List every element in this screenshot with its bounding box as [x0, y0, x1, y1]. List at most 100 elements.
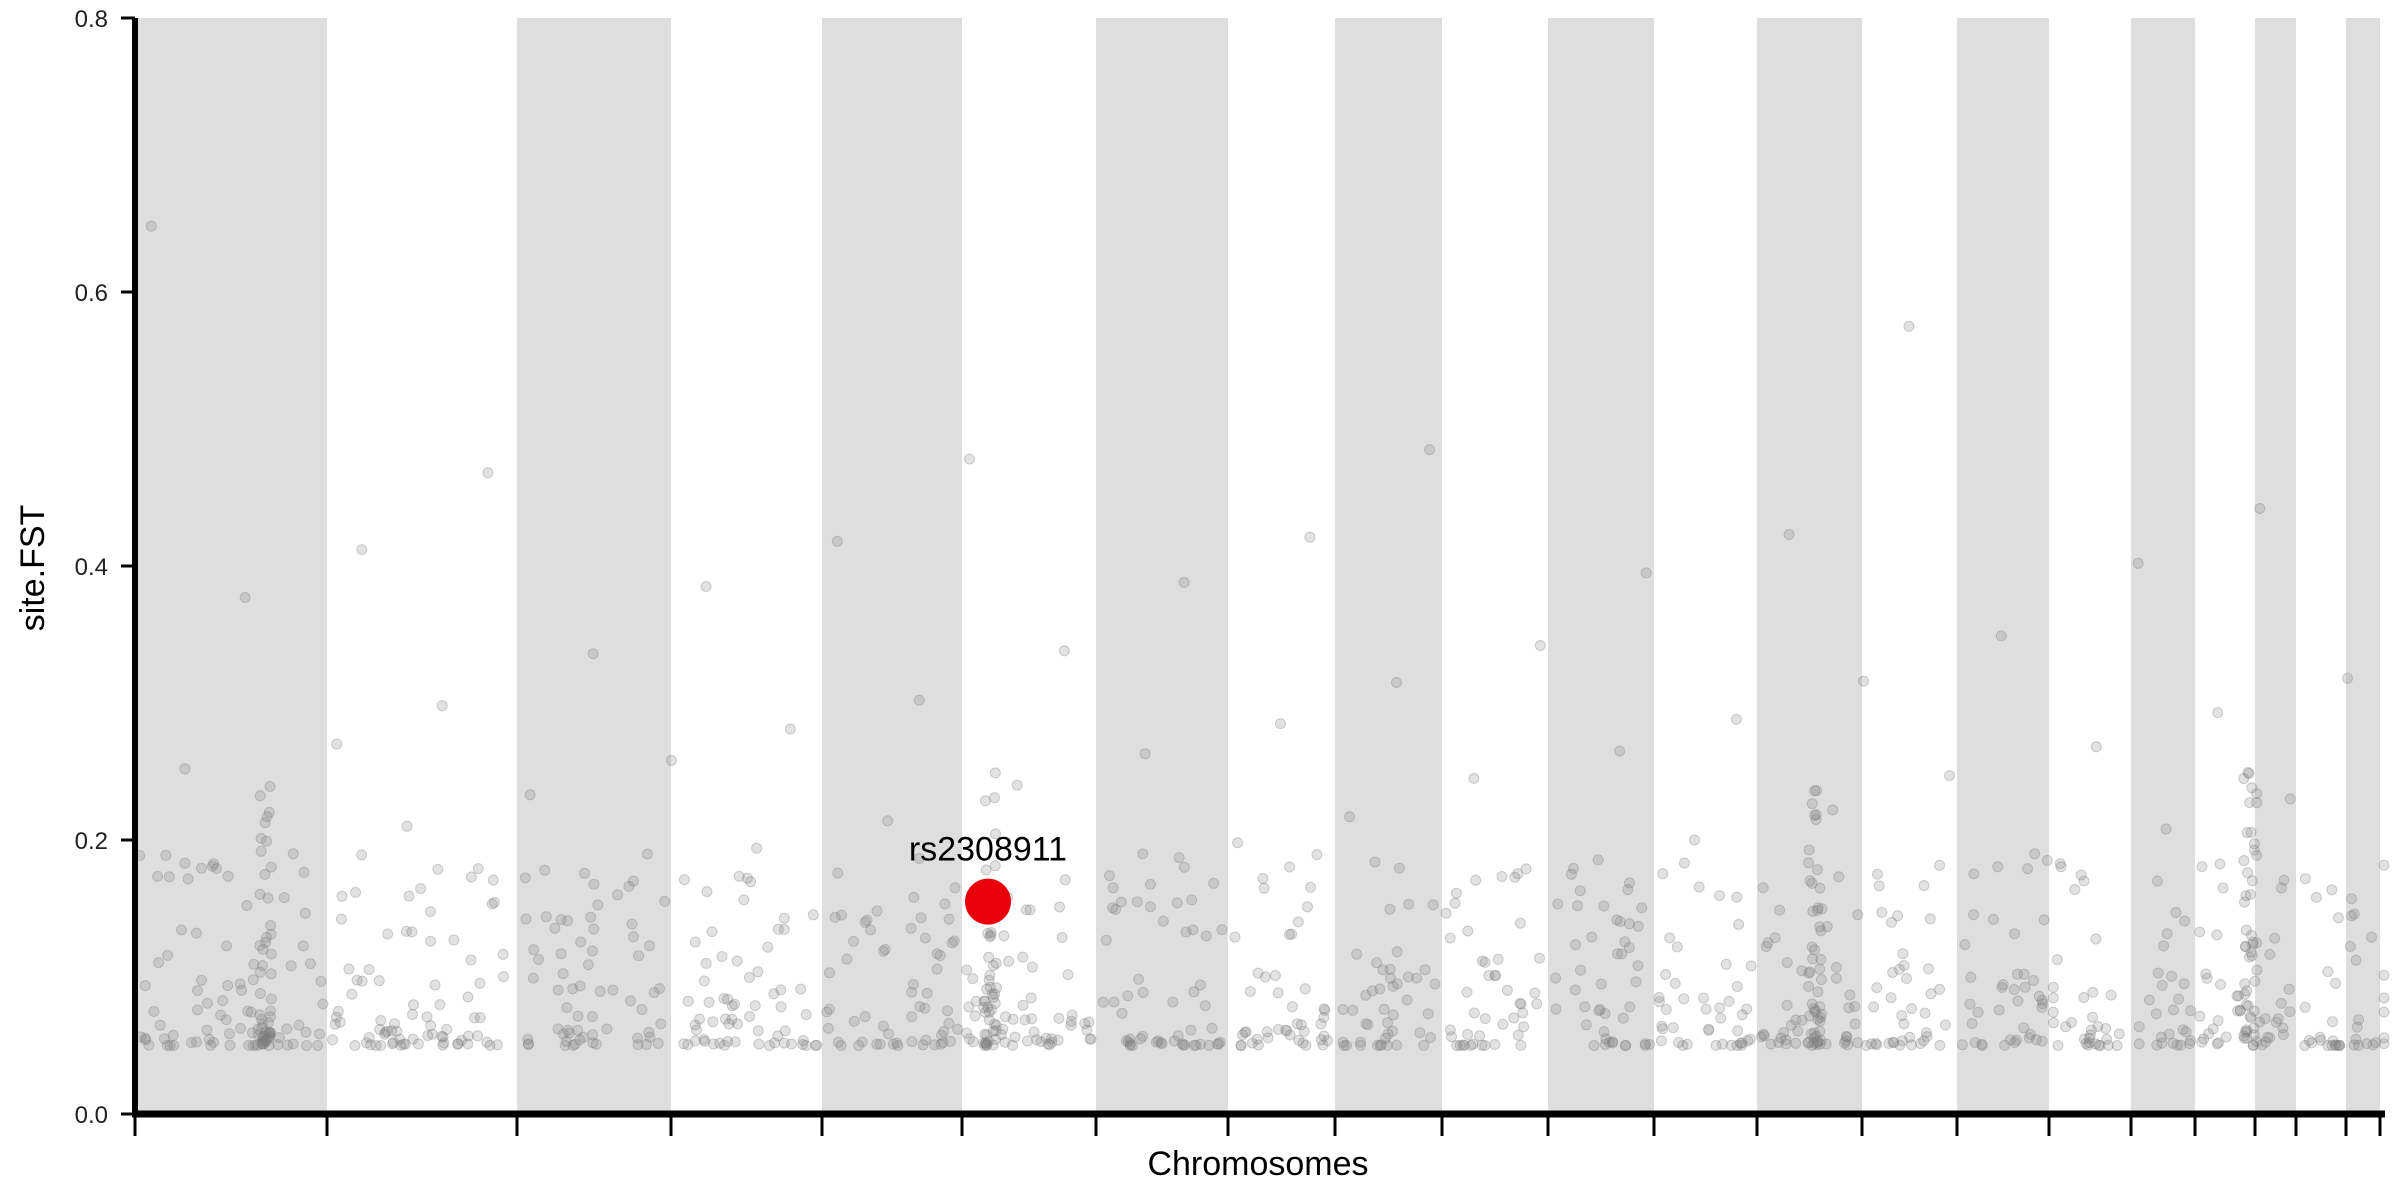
- data-point: [1489, 969, 1501, 981]
- data-point: [1815, 1012, 1826, 1023]
- data-point: [981, 1029, 993, 1041]
- data-point: [1534, 952, 1545, 964]
- data-point: [1655, 1035, 1667, 1047]
- data-point: [2361, 1038, 2373, 1050]
- data-point: [254, 1009, 266, 1021]
- data-point: [247, 974, 259, 986]
- data-point: [1372, 1039, 1383, 1051]
- data-point: [265, 861, 277, 873]
- data-point: [2060, 1021, 2072, 1033]
- data-point: [810, 1039, 821, 1051]
- data-point: [969, 1010, 981, 1022]
- data-point: [2018, 1022, 2030, 1034]
- data-point: [824, 967, 835, 979]
- data-point: [1774, 904, 1786, 916]
- data-point: [913, 694, 925, 706]
- data-point: [2101, 1033, 2113, 1045]
- data-point: [978, 1002, 990, 1013]
- data-point: [259, 1026, 271, 1038]
- data-point: [254, 888, 266, 900]
- data-point: [1286, 1001, 1298, 1013]
- data-point: [2277, 1029, 2289, 1041]
- data-point: [263, 1026, 275, 1038]
- data-point: [632, 1032, 643, 1044]
- data-point: [990, 828, 1001, 840]
- data-point: [1956, 1039, 1968, 1051]
- data-point: [586, 945, 598, 957]
- data-point: [1454, 1040, 1466, 1051]
- data-point: [437, 1031, 449, 1043]
- data-point: [1873, 880, 1885, 892]
- data-point: [1137, 987, 1149, 998]
- data-point: [2378, 992, 2390, 1004]
- data-point: [1366, 985, 1378, 997]
- data-point: [716, 951, 728, 962]
- data-point: [1173, 852, 1185, 864]
- data-point: [678, 1038, 690, 1050]
- data-point: [2087, 1011, 2098, 1023]
- data-point: [1422, 1008, 1434, 1020]
- data-point: [407, 1009, 418, 1020]
- data-point: [1354, 1036, 1366, 1048]
- data-point: [1145, 901, 1156, 913]
- data-point: [261, 931, 272, 943]
- data-point: [465, 954, 477, 966]
- data-point: [731, 955, 743, 967]
- data-point: [462, 991, 474, 1003]
- data-point: [1624, 1001, 1636, 1013]
- data-point: [1896, 1010, 1908, 1021]
- data-point: [1360, 1018, 1372, 1030]
- data-point: [257, 1031, 269, 1042]
- data-point: [1778, 1027, 1790, 1038]
- data-point: [1781, 957, 1793, 969]
- data-point: [745, 876, 757, 888]
- data-point: [887, 1038, 899, 1050]
- data-point: [365, 1039, 377, 1051]
- data-point: [2251, 964, 2263, 976]
- data-point: [1803, 967, 1815, 979]
- data-point: [729, 1036, 741, 1048]
- data-point: [2378, 859, 2390, 871]
- data-point: [549, 922, 561, 934]
- data-point: [552, 1023, 564, 1035]
- data-point: [882, 815, 894, 827]
- data-point: [985, 929, 997, 941]
- data-point: [263, 1040, 275, 1051]
- data-point: [179, 857, 191, 869]
- data-point: [1110, 904, 1122, 915]
- data-point: [487, 874, 499, 886]
- data-point: [190, 927, 202, 939]
- data-point: [1781, 999, 1793, 1011]
- data-point: [1630, 976, 1642, 988]
- data-point: [691, 1024, 702, 1036]
- data-point: [1623, 918, 1635, 930]
- data-point: [775, 984, 787, 996]
- data-point: [1529, 987, 1541, 999]
- data-point: [592, 899, 604, 911]
- data-point: [979, 795, 991, 807]
- data-point: [1292, 916, 1304, 928]
- data-point: [588, 923, 600, 935]
- data-point: [585, 911, 597, 923]
- y-tick-label: 0.0: [75, 1102, 108, 1129]
- data-point: [2238, 1030, 2250, 1042]
- data-point: [139, 1032, 151, 1044]
- data-point: [1565, 868, 1577, 880]
- data-point: [2160, 823, 2172, 835]
- data-point: [2244, 951, 2255, 963]
- data-point: [254, 940, 266, 951]
- data-point: [1512, 1029, 1524, 1041]
- data-point: [2262, 1031, 2274, 1043]
- data-point: [2151, 1039, 2163, 1051]
- data-point: [2215, 979, 2226, 990]
- data-point: [1552, 898, 1564, 910]
- data-point: [1944, 770, 1955, 782]
- data-point: [659, 895, 671, 907]
- data-point: [1496, 871, 1508, 882]
- data-point: [989, 1018, 1000, 1030]
- data-point: [1723, 995, 1735, 1007]
- data-point: [481, 1036, 493, 1048]
- data-point: [2246, 782, 2258, 794]
- data-point: [1827, 804, 1839, 816]
- data-point: [701, 886, 713, 898]
